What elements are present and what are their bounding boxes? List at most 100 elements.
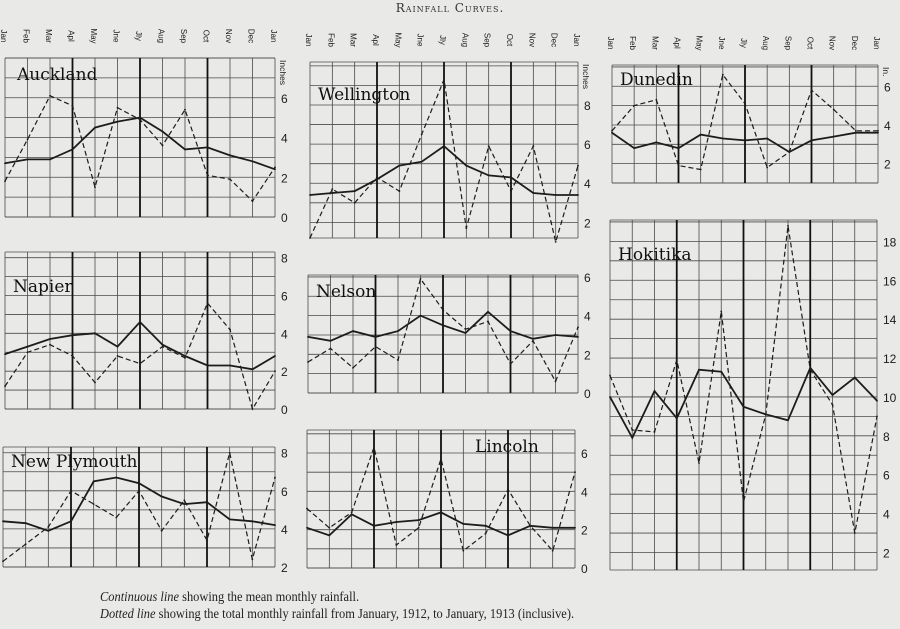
mean-data-point (462, 523, 465, 525)
mean-data-point (353, 190, 356, 192)
total-data-point (161, 144, 164, 147)
total-data-point (577, 164, 579, 167)
total-data-point (655, 98, 658, 101)
total-data-point (611, 129, 613, 132)
month-label: Aug (157, 29, 166, 43)
mean-data-point (487, 174, 490, 177)
mean-data-point (675, 417, 678, 420)
mean-data-point (206, 146, 209, 149)
total-data-point (306, 507, 308, 510)
mean-data-point (4, 353, 6, 356)
month-label: Aug (761, 36, 770, 50)
total-data-point (251, 408, 254, 410)
total-data-point (810, 89, 813, 92)
total-data-point (4, 385, 6, 388)
total-data-point (183, 499, 186, 502)
month-label: Mar (650, 36, 659, 50)
total-data-point (115, 516, 118, 519)
y-tick-label: 6 (281, 92, 288, 106)
mean-data-point (274, 524, 276, 526)
y-tick-label: 0 (281, 211, 288, 225)
total-data-point (853, 532, 856, 534)
total-data-point (742, 501, 745, 503)
chart-auckland: Jan Feb Mar Apl May Jne Jly Aug Sep Oct Nov Dec Jan 0… (0, 28, 288, 225)
total-data-point (395, 544, 398, 546)
mean-data-point (551, 526, 554, 529)
total-data-point (206, 302, 209, 304)
month-label: May (695, 35, 704, 50)
month-label: Apl (67, 30, 76, 42)
mean-data-point (329, 339, 332, 342)
y-tick-label: 6 (281, 290, 288, 304)
total-data-point (94, 381, 96, 384)
total-data-point (809, 368, 812, 371)
total-data-point (398, 190, 401, 192)
mean-data-point (442, 324, 444, 327)
mean-data-point (417, 519, 420, 521)
mean-data-point (484, 524, 487, 527)
total-data-point (94, 186, 96, 189)
y-tick-label: 6 (281, 485, 288, 499)
mean-data-point (742, 405, 745, 408)
mean-data-point (653, 390, 656, 393)
y-tick-label: 2 (281, 561, 288, 575)
y-tick-label: 14 (883, 313, 897, 327)
total-data-point (229, 328, 231, 331)
mean-data-point (24, 522, 27, 525)
total-data-point (160, 529, 163, 532)
mean-data-point (464, 332, 467, 334)
mean-data-point (184, 148, 186, 151)
mean-data-point (832, 135, 835, 138)
mean-data-point (49, 158, 51, 161)
y-axis-label: Inches (581, 64, 591, 89)
mean-data-point (554, 334, 557, 336)
total-data-point (47, 526, 50, 528)
month-label: Dec (550, 33, 559, 47)
total-data-point (251, 200, 254, 203)
station-name: Dunedin (620, 70, 693, 90)
y-tick-label: 8 (584, 99, 591, 113)
mean-data-point (138, 482, 140, 485)
mean-data-point (229, 364, 231, 367)
total-data-point (274, 370, 276, 373)
total-data-point (699, 168, 702, 171)
station-name: Napier (13, 277, 73, 297)
mean-data-point (853, 376, 856, 379)
total-data-point (554, 241, 557, 243)
mean-data-point (161, 343, 164, 346)
mean-data-point (49, 338, 51, 340)
mean-data-point (328, 534, 331, 537)
caption-dotted-label: Dotted line (100, 606, 156, 621)
total-data-point (419, 277, 422, 280)
mean-data-point (373, 524, 375, 527)
figure-title: Rainfall Curves. (395, 1, 505, 15)
mean-data-point (309, 194, 311, 196)
total-data-point (329, 347, 332, 350)
month-label: Aug (460, 33, 469, 47)
total-data-point (574, 471, 576, 474)
total-data-point (139, 118, 141, 121)
mean-data-point (699, 133, 702, 136)
month-label: Jan (0, 30, 8, 43)
total-data-point (854, 129, 857, 132)
month-label: Jly (438, 35, 447, 45)
total-data-point (577, 326, 579, 329)
mean-data-point (507, 534, 509, 537)
mean-data-point (115, 476, 118, 479)
y-tick-label: 4 (281, 523, 288, 537)
chart-new-plymouth: 2 4 6 8 New Plymouth (2, 446, 288, 575)
y-tick-label: 2 (883, 547, 890, 561)
station-name: Nelson (316, 282, 376, 302)
y-tick-label: 4 (581, 485, 588, 499)
mean-data-point (26, 158, 29, 161)
mean-data-point (160, 495, 163, 498)
mean-data-point (397, 330, 399, 332)
total-data-point (532, 145, 535, 147)
caption-dotted-text: showing the total monthly rainfall from … (158, 606, 575, 621)
total-data-point (184, 108, 186, 111)
mean-data-point (116, 345, 119, 348)
mean-data-point (854, 131, 857, 134)
y-tick-label: 8 (281, 252, 288, 266)
total-data-point (465, 227, 468, 230)
